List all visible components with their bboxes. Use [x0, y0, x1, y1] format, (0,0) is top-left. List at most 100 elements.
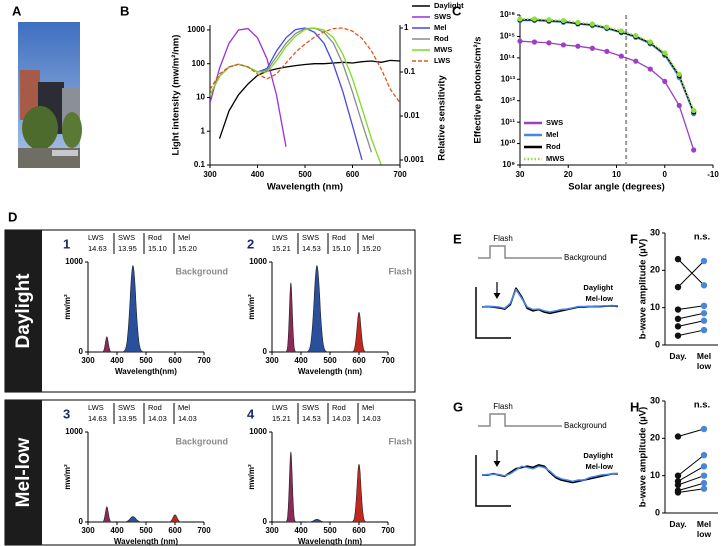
- point: [700, 451, 708, 459]
- table-value: 14.53: [302, 414, 321, 423]
- x-axis-label: Wavelength (nm): [298, 367, 362, 376]
- table-header: Rod: [332, 403, 346, 412]
- x-tick-label: 500: [298, 170, 312, 179]
- plot-number: 4: [247, 406, 255, 421]
- pair-line: [677, 320, 705, 327]
- x-tick-label: Day.: [669, 351, 687, 361]
- series-line: [210, 27, 382, 165]
- x-axis-label: Wavelength (nm): [298, 537, 362, 546]
- legend-label: Rod: [434, 34, 449, 43]
- legend-label: Mel-low: [586, 462, 614, 471]
- panel-label: F: [630, 231, 638, 246]
- stimulus-label: Background: [564, 253, 607, 262]
- table-header: SWS: [118, 233, 135, 242]
- point: [560, 17, 567, 24]
- table-value: 13.95: [118, 244, 137, 253]
- y-tick-label: 10¹¹: [501, 117, 516, 126]
- row-label: Daylight: [13, 273, 34, 349]
- y-axis-label: mw/m²: [63, 464, 72, 490]
- x-tick-label: 300: [81, 526, 95, 535]
- y-tick-label: 10¹⁰: [500, 139, 516, 148]
- stimulus-label: Flash: [493, 234, 513, 243]
- table-value: 14.03: [362, 414, 381, 423]
- y-tick-label: 30: [650, 227, 660, 237]
- point: [691, 107, 697, 114]
- y-tick-label: 10⁹: [502, 160, 515, 169]
- x-tick-label: 500: [323, 526, 337, 535]
- table-value: 15.21: [272, 244, 291, 253]
- photo-cars: [52, 150, 78, 156]
- point: [575, 43, 581, 49]
- condition-label: Background: [175, 436, 228, 446]
- y-tick-label: 100: [192, 59, 206, 68]
- legend-label: Mel: [434, 23, 447, 32]
- y-axis-label: Light intensity (mw/m²/nm): [171, 35, 182, 156]
- y-tick-label: 1000: [249, 427, 267, 436]
- y-tick-label: 10¹⁵: [500, 32, 516, 41]
- point: [517, 16, 523, 22]
- table-header: SWS: [118, 403, 135, 412]
- arrow-head: [493, 293, 501, 299]
- point: [546, 40, 552, 46]
- spectrum-peak: [284, 451, 297, 523]
- point: [700, 317, 708, 324]
- point: [700, 472, 708, 479]
- table-header: SWS: [302, 403, 319, 412]
- table-header: Mel: [362, 403, 374, 412]
- table-header: Mel: [178, 403, 190, 412]
- x-tick-label: 400: [110, 526, 124, 535]
- scale-bar: [475, 455, 511, 507]
- table-header: LWS: [272, 403, 288, 412]
- x-tick-label: 500: [323, 356, 337, 365]
- point: [531, 39, 538, 45]
- legend-label: MWS: [546, 154, 564, 163]
- spectrum-peak: [284, 282, 297, 353]
- table-value: 14.63: [88, 244, 107, 253]
- photo-tree: [62, 112, 82, 148]
- y-axis-label: b-wave amplitude (µV): [638, 407, 649, 508]
- pair-line: [677, 454, 705, 477]
- x-tick-label: 0: [663, 170, 668, 179]
- table-header: LWS: [272, 233, 288, 242]
- x-tick-label: 300: [81, 356, 95, 365]
- y-tick-label: 10: [650, 470, 660, 480]
- y-tick-label: 0: [655, 507, 660, 517]
- x-tick-label: 10: [612, 170, 621, 179]
- y-tick-label: 30: [650, 395, 660, 405]
- table-header: Mel: [178, 233, 190, 242]
- point: [589, 21, 595, 27]
- x-tick-label: 700: [381, 526, 395, 535]
- scale-bar: [475, 287, 511, 339]
- table-header: LWS: [88, 403, 104, 412]
- pair-line: [677, 428, 705, 437]
- point: [691, 147, 697, 153]
- point: [575, 19, 581, 26]
- y-tick-label: 1000: [187, 25, 205, 34]
- spectrum-peak: [305, 265, 329, 353]
- y-tick-label: 10¹⁶: [500, 10, 516, 19]
- x-tick-label: 600: [352, 356, 366, 365]
- point: [674, 255, 682, 263]
- stimulus-trace: [478, 245, 562, 259]
- legend-label: Daylight: [583, 283, 613, 292]
- table-value: 15.20: [178, 244, 197, 253]
- y-tick-label: 10¹²: [501, 96, 516, 105]
- x-tick-label: 500: [139, 356, 153, 365]
- table-value: 14.53: [302, 244, 321, 253]
- spectrum-peak: [101, 506, 113, 523]
- photo: [18, 22, 82, 168]
- x-tick-label: 20: [564, 170, 573, 179]
- y-tick-label: 1000: [65, 257, 83, 266]
- table-header: LWS: [88, 233, 104, 242]
- point: [676, 71, 682, 77]
- legend-label: Daylight: [434, 1, 464, 10]
- y-tick-label: 20: [650, 265, 660, 275]
- point: [674, 481, 682, 489]
- x-tick-label: Day.: [669, 519, 687, 529]
- y-tick-label: 10: [196, 93, 205, 102]
- table-header: Rod: [148, 233, 162, 242]
- y-tick-label: 10¹³: [501, 74, 516, 83]
- x-tick-label: 30: [516, 170, 525, 179]
